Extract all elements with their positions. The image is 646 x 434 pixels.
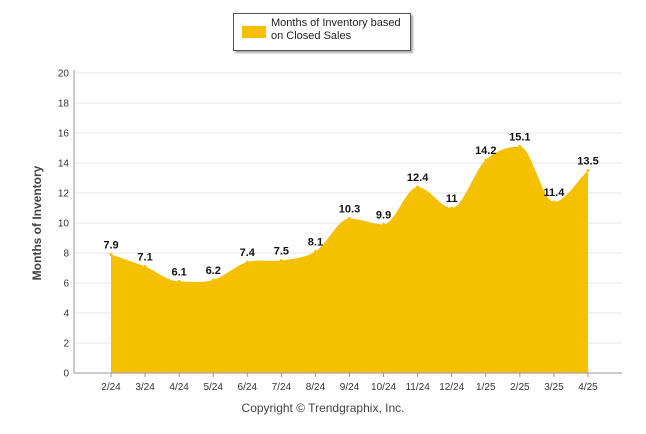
y-tick-label: 0 — [63, 369, 69, 380]
data-label: 8.1 — [308, 237, 323, 249]
copyright-footer: Copyright © Trendgraphix, Inc. — [241, 401, 405, 415]
x-tick-label: 8/24 — [306, 382, 326, 393]
data-label: 7.4 — [240, 247, 256, 259]
legend-label: Months of Inventory based on Closed Sale… — [271, 17, 401, 42]
y-tick-label: 8 — [63, 249, 69, 260]
x-tick-label: 12/24 — [439, 382, 464, 393]
data-label: 7.5 — [274, 246, 289, 258]
data-label: 12.4 — [407, 172, 429, 184]
data-label: 6.1 — [171, 267, 186, 279]
data-label: 6.2 — [206, 265, 221, 277]
data-label: 7.9 — [103, 240, 118, 252]
x-tick-label: 6/24 — [238, 382, 258, 393]
x-tick-label: 2/25 — [510, 382, 530, 393]
data-label: 10.3 — [339, 204, 360, 216]
data-label: 7.1 — [137, 252, 152, 264]
y-tick-label: 18 — [58, 99, 70, 110]
y-tick-label: 6 — [63, 279, 69, 290]
x-tick-label: 3/25 — [544, 382, 564, 393]
x-tick-label: 4/24 — [169, 382, 189, 393]
data-point — [143, 265, 147, 268]
x-tick-label: 7/24 — [272, 382, 292, 393]
data-point — [586, 169, 590, 172]
y-tick-label: 16 — [58, 129, 70, 140]
data-point — [518, 145, 522, 148]
data-point — [109, 253, 113, 256]
series-area — [111, 146, 588, 373]
data-point — [211, 278, 215, 282]
data-point — [450, 206, 454, 210]
data-label: 13.5 — [577, 156, 598, 168]
x-tick-label: 10/24 — [371, 382, 396, 393]
data-label: 15.1 — [509, 132, 530, 144]
data-point — [279, 259, 283, 262]
x-tick-label: 9/24 — [340, 382, 360, 393]
data-point — [552, 200, 556, 204]
data-point — [416, 185, 420, 189]
y-tick-label: 2 — [63, 339, 69, 350]
data-point — [382, 223, 386, 226]
y-tick-label: 10 — [58, 219, 70, 230]
x-tick-label: 1/25 — [476, 382, 496, 393]
data-label: 9.9 — [376, 210, 391, 222]
x-tick-label: 5/24 — [203, 382, 223, 393]
data-point — [348, 217, 351, 220]
x-tick-label: 2/24 — [101, 382, 121, 393]
data-label: 11.4 — [544, 187, 566, 199]
data-point — [245, 260, 249, 264]
y-tick-label: 12 — [58, 189, 70, 200]
data-point — [313, 250, 317, 253]
y-tick-label: 4 — [63, 309, 69, 320]
y-tick-label: 14 — [58, 159, 70, 170]
data-point — [484, 158, 488, 162]
data-label: 11 — [446, 193, 458, 205]
data-point — [177, 280, 181, 283]
x-tick-label: 11/24 — [405, 382, 430, 393]
x-tick-label: 4/25 — [578, 382, 598, 393]
x-tick-label: 3/24 — [135, 382, 155, 393]
legend-swatch-icon — [242, 26, 266, 38]
legend: Months of Inventory based on Closed Sale… — [233, 13, 411, 51]
y-axis-title: Months of Inventory — [30, 165, 44, 280]
data-label: 14.2 — [475, 145, 496, 157]
y-tick-label: 20 — [58, 69, 70, 80]
